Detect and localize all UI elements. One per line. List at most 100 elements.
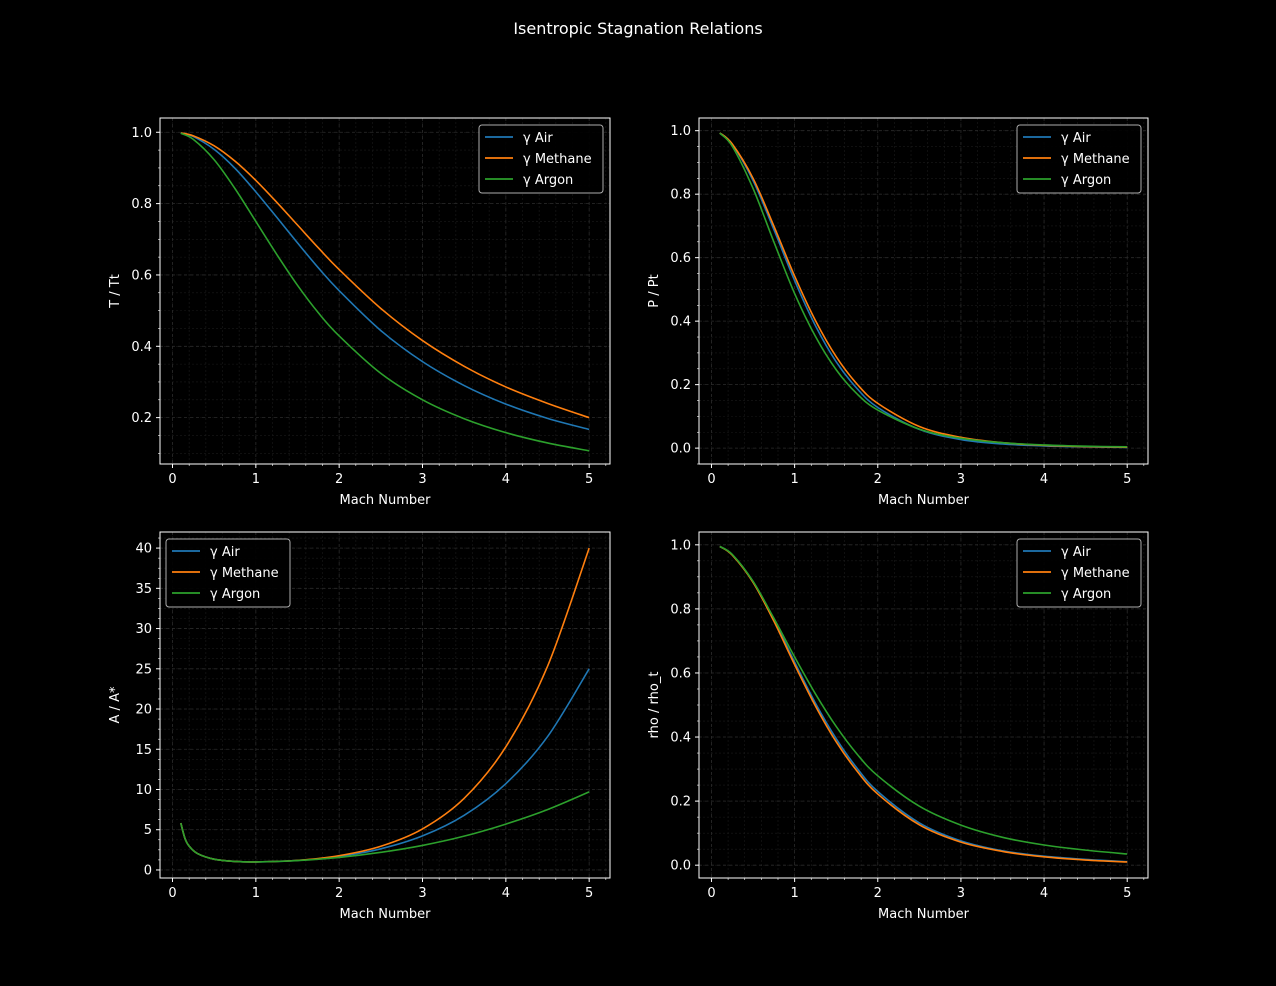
- legend-label: γ Methane: [1061, 152, 1130, 167]
- y-tick-label: 20: [135, 703, 152, 718]
- x-tick-label: 0: [707, 472, 715, 487]
- y-tick-label: 30: [135, 622, 152, 637]
- y-tick-label: 1.0: [131, 126, 152, 141]
- legend-label: γ Argon: [1061, 173, 1111, 188]
- x-tick-label: 5: [1123, 472, 1131, 487]
- x-tick-label: 1: [252, 886, 260, 901]
- y-tick-label: 35: [135, 582, 152, 597]
- y-tick-label: 0.4: [670, 315, 691, 330]
- legend-label: γ Methane: [1061, 566, 1130, 581]
- grid: [160, 118, 610, 464]
- x-tick-label: 5: [585, 886, 593, 901]
- y-tick-label: 0.2: [131, 411, 152, 426]
- series-lines: [719, 132, 1128, 449]
- series-line-3: [180, 791, 590, 863]
- x-tick-label: 0: [168, 472, 176, 487]
- x-tick-label: 5: [585, 472, 593, 487]
- y-tick-label: 1.0: [670, 538, 691, 553]
- subplot-1: 0 1 2 3 4 5 0.2 0.4 0.6 0.8 1.0 Mach Number T / Tt γ …: [108, 117, 611, 508]
- legend-box: [1016, 124, 1142, 194]
- legend-label: γ Methane: [210, 566, 279, 581]
- legend-label: γ Argon: [1061, 587, 1111, 602]
- x-tick-label: 2: [335, 886, 343, 901]
- y-tick-label: 0.6: [131, 268, 152, 283]
- series-lines: [180, 132, 590, 452]
- series-line-3: [719, 132, 1128, 448]
- y-tick-label: 5: [144, 823, 152, 838]
- x-tick-label: 4: [502, 472, 510, 487]
- legend: γ Air γ Methane γ Argon: [1016, 538, 1142, 608]
- legend-label: γ Air: [523, 131, 553, 146]
- y-tick-label: 40: [135, 542, 152, 557]
- y-tick-label: 1.0: [670, 124, 691, 139]
- y-tick-label: 0.6: [670, 251, 691, 266]
- x-axis-label: Mach Number: [878, 493, 970, 508]
- x-axis-label: Mach Number: [878, 907, 970, 922]
- x-tick-label: 3: [418, 886, 426, 901]
- y-tick-label: 0.2: [670, 795, 691, 810]
- x-tick-label: 0: [707, 886, 715, 901]
- series-line-3: [719, 545, 1128, 855]
- x-tick-label: 3: [418, 472, 426, 487]
- series-lines: [180, 547, 590, 863]
- subplot-3: 0 1 2 3 4 5 0 5 10 15 20 25 30 35 40 Mach Number A / A* γ…: [108, 531, 611, 922]
- series-line-3: [180, 132, 590, 452]
- x-tick-label: 0: [168, 886, 176, 901]
- series-line-2: [180, 132, 590, 419]
- x-tick-label: 1: [790, 472, 798, 487]
- x-axis-label: Mach Number: [340, 907, 432, 922]
- legend-box: [165, 538, 291, 608]
- y-tick-label: 0.0: [670, 442, 691, 457]
- grid: [699, 532, 1148, 878]
- y-tick-label: 0.4: [131, 340, 152, 355]
- y-tick-label: 0.8: [670, 188, 691, 203]
- x-tick-label: 4: [1040, 472, 1048, 487]
- legend-label: γ Argon: [210, 587, 260, 602]
- x-tick-label: 2: [874, 886, 882, 901]
- legend-box: [478, 124, 604, 194]
- x-tick-label: 3: [957, 886, 965, 901]
- legend-label: γ Air: [1061, 131, 1091, 146]
- x-tick-label: 4: [502, 886, 510, 901]
- axes-frame: [159, 531, 611, 879]
- legend: γ Air γ Methane γ Argon: [1016, 124, 1142, 194]
- y-axis-label: rho / rho_t: [647, 672, 662, 739]
- series-line-1: [180, 132, 590, 431]
- x-tick-label: 5: [1123, 886, 1131, 901]
- y-tick-label: 0.0: [670, 859, 691, 874]
- y-tick-label: 0: [144, 863, 152, 878]
- grid: [160, 532, 610, 878]
- y-tick-label: 0.8: [670, 602, 691, 617]
- legend: γ Air γ Methane γ Argon: [165, 538, 291, 608]
- x-tick-label: 1: [790, 886, 798, 901]
- y-tick-label: 0.2: [670, 378, 691, 393]
- figure-title: Isentropic Stagnation Relations: [513, 19, 762, 38]
- legend-label: γ Argon: [523, 173, 573, 188]
- x-tick-label: 2: [335, 472, 343, 487]
- y-axis-label: P / Pt: [647, 274, 662, 307]
- legend-label: γ Air: [210, 545, 240, 560]
- axes-frame: [698, 531, 1149, 879]
- y-tick-label: 0.8: [131, 197, 152, 212]
- series-lines: [719, 545, 1128, 863]
- legend-label: γ Methane: [523, 152, 592, 167]
- legend-box: [1016, 538, 1142, 608]
- x-tick-label: 3: [957, 472, 965, 487]
- y-tick-label: 15: [135, 743, 152, 758]
- subplot-2: 0 1 2 3 4 5 0.0 0.2 0.4 0.6 0.8 1.0 Mach Number P / P…: [647, 117, 1149, 508]
- axes-frame: [698, 117, 1149, 465]
- x-tick-label: 1: [252, 472, 260, 487]
- subplot-4: 0 1 2 3 4 5 0.0 0.2 0.4 0.6 0.8 1.0 Mach Number rho /…: [647, 531, 1149, 922]
- x-tick-label: 4: [1040, 886, 1048, 901]
- y-tick-label: 25: [135, 662, 152, 677]
- y-axis-label: A / A*: [108, 686, 123, 723]
- legend-label: γ Air: [1061, 545, 1091, 560]
- axes-frame: [159, 117, 611, 465]
- y-tick-label: 0.4: [670, 731, 691, 746]
- x-tick-label: 2: [874, 472, 882, 487]
- y-tick-label: 10: [135, 783, 152, 798]
- x-axis-label: Mach Number: [340, 493, 432, 508]
- subplot-grid: 0 1 2 3 4 5 0.2 0.4 0.6 0.8 1.0 Mach Number T / Tt γ …: [108, 117, 1149, 922]
- y-tick-label: 0.6: [670, 666, 691, 681]
